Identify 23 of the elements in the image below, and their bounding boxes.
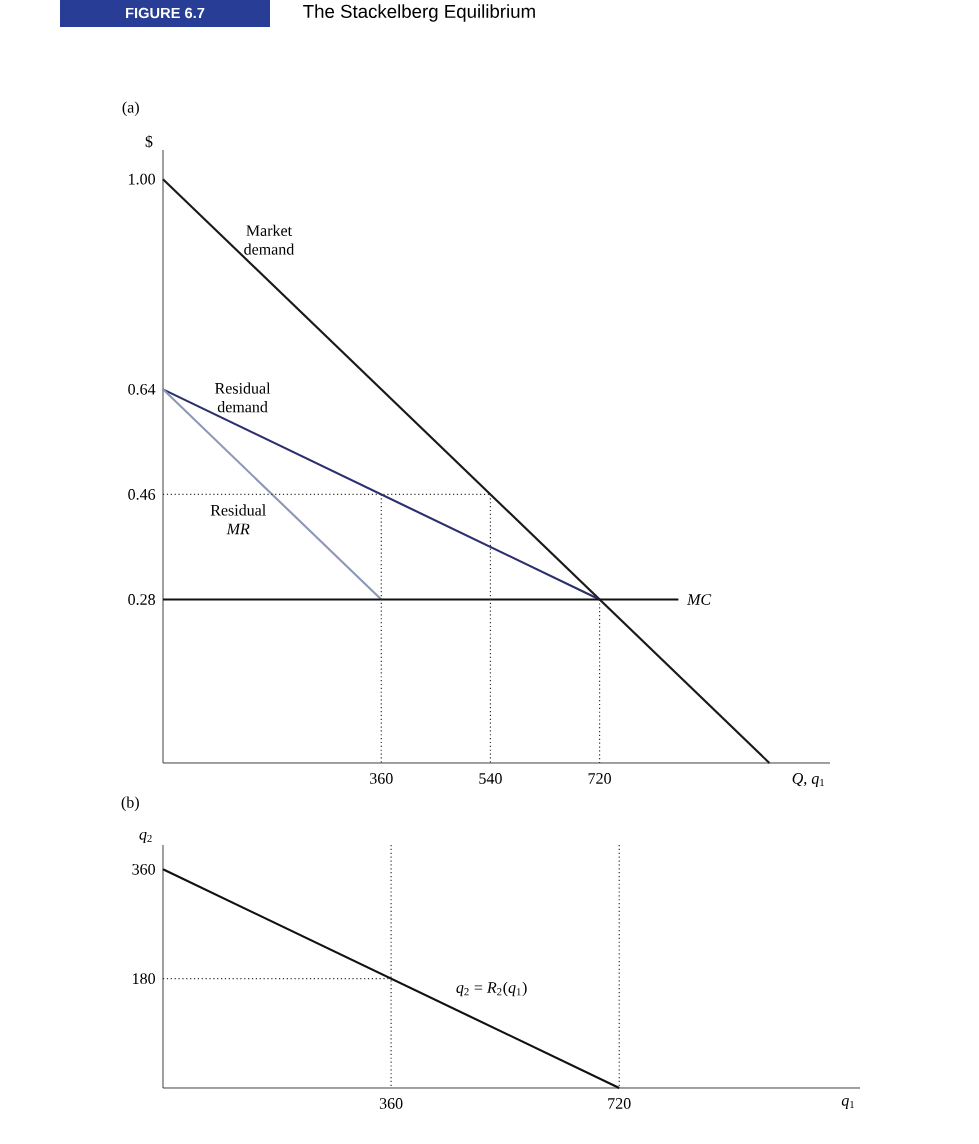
series-label: Market demand (244, 224, 295, 255)
y-axis-title: q$_{2}$ (139, 832, 152, 843)
y-tick-label: 180 (133, 973, 155, 985)
y-tick-label: 0.28 (128, 594, 156, 605)
x-axis-title: q$_{1}$ (841, 1098, 854, 1109)
text: (b) (121, 796, 139, 811)
y-tick-label: 0.64 (128, 383, 156, 395)
y-axis-title: $ (145, 135, 153, 148)
y-tick-label: 360 (132, 863, 155, 875)
x-axis-title: Q, q$_{1}$ (792, 773, 824, 788)
x-tick-label: 720 (588, 773, 611, 784)
y-tick-label: 1.00 (129, 173, 156, 185)
series-label: Residual demand (215, 382, 271, 413)
text: q$_{2}$ = R$_{2}$(q$_{1}$) (456, 981, 527, 997)
y-tick-label: 0.46 (128, 489, 156, 500)
x-tick-label: 720 (608, 1098, 631, 1109)
text: (a) (122, 101, 139, 116)
chart-title: The Stackelberg Equilibrium (303, 4, 535, 22)
series-label: Residual MR (210, 504, 266, 535)
x-tick-label: 540 (479, 773, 502, 784)
x-tick-label: 360 (370, 773, 393, 784)
series-label: MC (686, 594, 712, 605)
chart-subtitle: FIGURE 6.7 (126, 7, 205, 19)
